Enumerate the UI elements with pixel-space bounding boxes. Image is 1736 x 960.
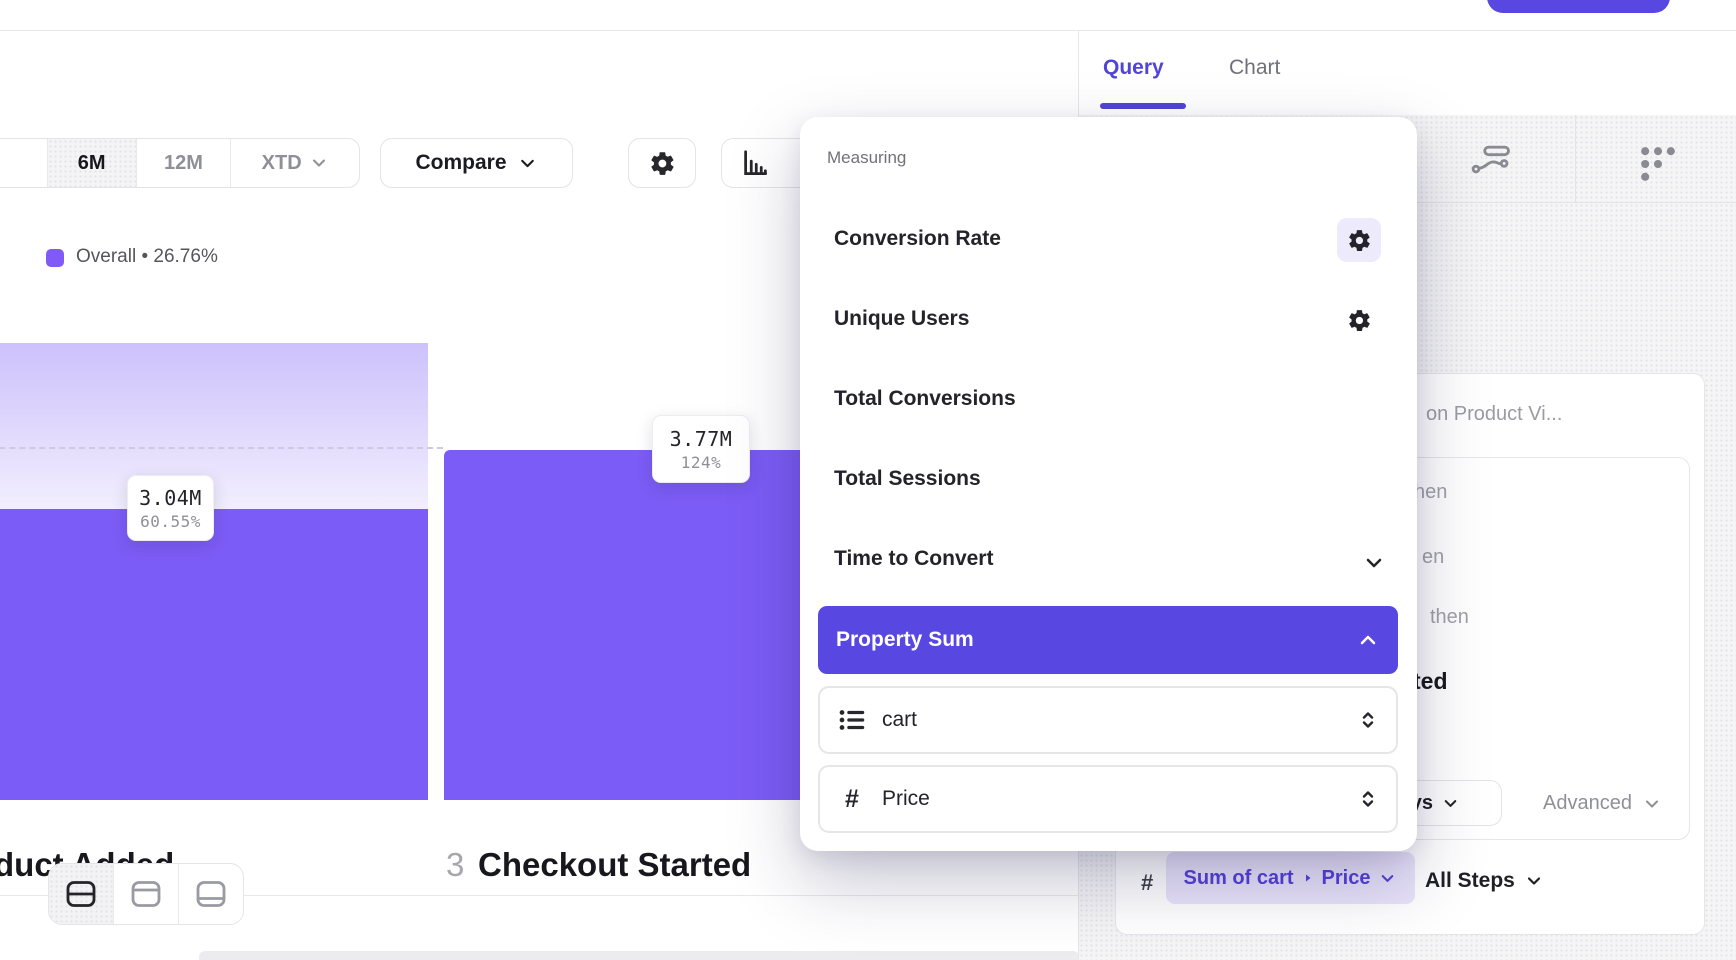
primary-action-button[interactable] [1487,0,1670,13]
measuring-chip[interactable]: Sum of cart Price [1166,852,1415,904]
bar-conversion: 60.55% [140,511,201,531]
legend-swatch [46,249,64,267]
conversion-rate-settings-button[interactable] [1337,218,1381,262]
bottom-panel-icon [196,881,226,907]
menu-item-unique-users[interactable]: Unique Users [834,307,970,330]
property-sum-label: Property Sum [836,628,974,651]
compare-label: Compare [415,151,507,174]
advanced-label: Advanced [1543,792,1632,814]
toolbar-cell-divider [1575,115,1576,203]
previous-step-dashed-line [0,447,443,449]
unique-users-settings-button[interactable] [1337,298,1381,342]
step-label-checkout-started: Checkout Started [478,846,752,883]
menu-item-time-to-convert[interactable]: Time to Convert [834,547,994,570]
chart-footer-divider [0,895,1078,896]
chevron-down-icon[interactable] [1362,551,1386,575]
bar-conversion: 124% [680,452,722,472]
active-tab-underline [1100,103,1186,109]
breakdown-view-button[interactable] [1636,142,1680,186]
chevron-down-icon [1444,799,1457,807]
range-label: XTD [261,151,302,174]
range-button-xtd[interactable]: XTD [231,139,359,187]
layout-bottom-panel-button[interactable] [179,864,243,924]
split-horizontal-icon [66,881,96,907]
property-sum-property-select[interactable]: # Price [818,765,1398,833]
chevron-down-icon [1645,800,1658,807]
bar-value: 3.77M [669,426,733,451]
measuring-dropdown: Measuring Conversion Rate Unique Users T… [800,117,1417,851]
list-icon [839,710,865,730]
top-divider [0,30,1736,31]
menu-item-total-sessions[interactable]: Total Sessions [834,467,981,490]
chevron-down-icon [1527,877,1540,885]
flows-view-button[interactable] [1468,144,1514,174]
range-label: 12M [163,151,203,174]
chevron-down-icon [520,159,534,167]
card-title-fragment: on Product Vi... [1426,403,1563,425]
chip-event-label: Sum of cart [1183,866,1294,889]
bar-chart-icon [744,150,767,175]
layout-toggle-group [48,863,244,925]
range-label: 6M [77,151,106,174]
menu-item-property-sum-selected[interactable]: Property Sum [818,606,1398,674]
step-name-fragment: ted [1413,668,1448,694]
range-button-12m[interactable]: 12M [137,139,232,187]
gear-icon [1348,229,1370,251]
funnel-dropoff-band-step2 [0,343,428,509]
legend-label: Overall • 26.76% [76,246,218,267]
chart-settings-button[interactable] [628,138,696,188]
step-keyword-fragment: then [1430,606,1469,628]
chip-property-label: Price [1321,866,1371,889]
property-sum-event-select[interactable]: cart [818,686,1398,754]
flows-icon [1471,145,1510,174]
bar-value-tooltip-step3: 3.77M 124% [652,415,750,483]
range-button-m[interactable]: M [0,139,48,187]
all-steps-label: All Steps [1425,869,1515,892]
funnel-bar-product-added[interactable] [0,509,428,800]
menu-item-total-conversions[interactable]: Total Conversions [834,387,1016,410]
layout-top-panel-button[interactable] [114,864,179,924]
date-range-segmented-control: M 6M 12M XTD [0,138,360,188]
menu-item-conversion-rate[interactable]: Conversion Rate [834,227,1001,250]
bar-value: 3.04M [139,485,202,510]
dots-grid-icon [1641,147,1675,181]
bottom-section-edge [199,951,1079,960]
tab-chart[interactable]: Chart [1229,56,1281,79]
step-keyword-fragment: hen [1414,481,1448,503]
chevron-up-icon [1360,635,1376,645]
gear-icon [1348,309,1370,331]
event-value: cart [882,708,918,731]
top-panel-icon [131,881,161,907]
property-value: Price [882,787,930,810]
tab-query[interactable]: Query [1103,56,1164,79]
advanced-dropdown[interactable]: Advanced [1543,792,1662,815]
step-number: 3 [446,846,465,883]
all-steps-dropdown[interactable]: All Steps [1425,869,1544,893]
step-keyword-fragment: en [1422,546,1445,568]
caret-right-icon [1305,874,1311,882]
number-icon: # [1141,870,1154,895]
unfold-icon [1362,712,1374,728]
dropdown-title: Measuring [827,148,907,167]
number-icon: # [845,784,859,813]
chevron-down-icon [312,159,325,167]
unfold-icon [1362,791,1374,807]
list-icon [836,705,868,735]
layout-split-horizontal-button[interactable] [49,864,114,924]
chevron-down-icon [1382,874,1394,882]
bar-value-tooltip-step2: 3.04M 60.55% [127,475,214,541]
gear-icon [650,151,674,175]
range-button-6m[interactable]: 6M [47,139,137,187]
compare-button[interactable]: Compare [380,138,573,188]
